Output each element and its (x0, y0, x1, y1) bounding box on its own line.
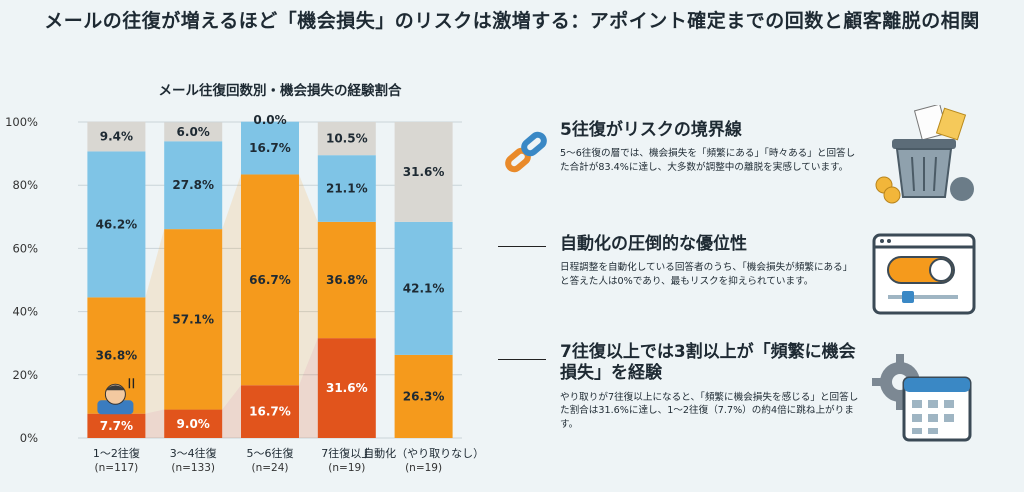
bar-segment-never (164, 122, 223, 142)
data-label: 7.7% (100, 419, 133, 433)
stacked-bar-chart: 0% 20% 40% 60% 80% 100% 7.7% 36.8% 46.2% 9.4% 1〜2往… (5, 113, 484, 474)
insight-body-3: やり取りが7往復以上になると、「頻繁に機会損失を感じる」と回答した割合は31.6… (560, 391, 859, 431)
bar-segment-often (241, 385, 299, 438)
bar-segment-often (87, 413, 146, 438)
bar-segment-never (394, 122, 453, 222)
x-sample-size-label: (n=19) (328, 462, 365, 474)
data-label: 46.2% (96, 217, 138, 231)
data-label: 0.0% (253, 113, 286, 127)
data-label: 31.6% (326, 381, 368, 395)
bar-segment-never (317, 122, 376, 156)
x-category-label: 3〜4往復 (170, 446, 217, 460)
data-label: 16.7% (249, 405, 291, 419)
y-tick-label: 40% (12, 305, 38, 319)
bar-segment-sometimes (317, 221, 376, 339)
bar-segment-often (164, 409, 223, 438)
x-category-label: 自動化（やり取りなし） (363, 446, 484, 460)
data-label: 9.4% (100, 130, 133, 144)
bar-segment-sometimes (241, 174, 299, 386)
connector-band (145, 229, 165, 414)
bar-segment-rarely (87, 151, 146, 298)
toggle-settings-icon (872, 233, 976, 319)
x-sample-size-label: (n=133) (171, 462, 215, 474)
x-sample-size-label: (n=24) (251, 462, 288, 474)
data-label: 57.1% (172, 312, 214, 326)
insight-heading-1: 5往復がリスクの境界線 (560, 120, 742, 140)
x-sample-size-label: (n=117) (95, 462, 139, 474)
bar-segment-rarely (241, 121, 299, 175)
insight-body-2: 日程調整を自動化している回答者のうち、「機会損失が頻繁にある」と答えた人は0%で… (560, 262, 853, 288)
bar-segment-rarely (394, 221, 453, 355)
data-label: 66.7% (249, 273, 291, 287)
x-sample-size-label: (n=19) (405, 462, 442, 474)
page-title: メールの往復が増えるほど「機会損失」のリスクは激増する：アポイント確定までの回数… (44, 10, 980, 32)
worried-person-icon (97, 378, 135, 415)
y-tick-label: 20% (12, 368, 38, 382)
connector-band (145, 409, 165, 438)
data-label: 16.7% (249, 141, 291, 155)
connector-band (222, 174, 241, 410)
leader-line-2 (498, 359, 546, 360)
insight-heading-2: 自動化の圧倒的な優位性 (560, 234, 747, 254)
y-tick-label: 60% (12, 241, 38, 255)
data-label: 36.8% (96, 349, 138, 363)
trash-can-money-icon (870, 103, 980, 209)
connector-band (222, 385, 241, 438)
bar-segment-never (87, 121, 146, 152)
data-label: 21.1% (326, 182, 368, 196)
bar-segment-sometimes (394, 354, 453, 438)
data-label: 26.3% (403, 389, 445, 403)
data-label: 9.0% (177, 417, 210, 431)
data-label: 31.6% (403, 165, 445, 179)
y-tick-label: 100% (5, 115, 38, 129)
data-label: 36.8% (326, 273, 368, 287)
x-category-label: 7往復以上 (321, 446, 372, 460)
insight-body-1: 5〜6往復の層では、機会損失を「頻繁にある」「時々ある」と回答した合計が83.4… (560, 148, 856, 174)
bar-segment-rarely (317, 155, 376, 222)
data-label: 27.8% (172, 178, 214, 192)
y-tick-label: 0% (20, 431, 38, 445)
bar-segment-sometimes (164, 229, 223, 410)
broken-chain-icon (503, 130, 549, 180)
insight-heading-3: 7往復以上では3割以上が「頻繁に機会損失」を経験 (560, 342, 856, 384)
connector-band (299, 338, 318, 438)
bar-segment-rarely (164, 141, 223, 230)
chart-title: メール往復回数別・機会損失の経験割合 (158, 83, 402, 99)
data-label: 42.1% (403, 281, 445, 295)
bar-segment-often (317, 338, 376, 438)
data-label: 6.0% (177, 125, 210, 139)
calendar-gear-icon (870, 352, 980, 452)
y-tick-label: 80% (12, 178, 38, 192)
data-label: 10.5% (326, 132, 368, 146)
connector-band (299, 174, 318, 386)
x-category-label: 5〜6往復 (247, 446, 294, 460)
x-category-label: 1〜2往復 (93, 446, 140, 460)
leader-line-1 (498, 246, 546, 247)
